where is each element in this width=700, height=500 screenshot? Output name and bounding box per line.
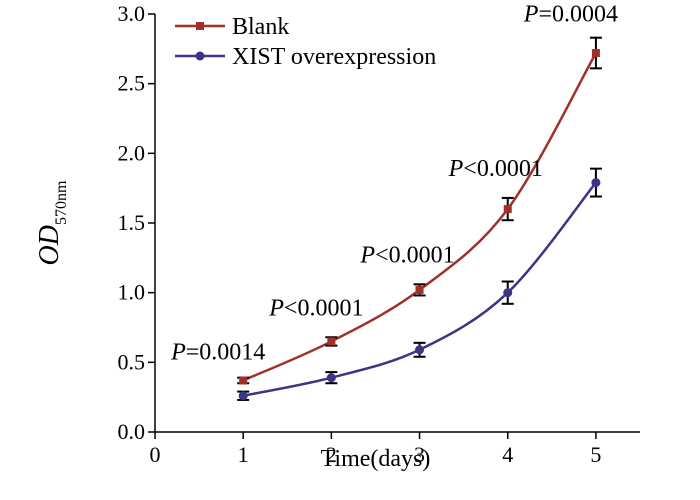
data-point — [326, 373, 336, 383]
data-point — [415, 285, 424, 294]
series-1 — [237, 167, 602, 401]
series-line — [242, 181, 597, 397]
x-tick-label: 1 — [238, 442, 249, 467]
p-value-prefix: P — [523, 2, 539, 28]
series-0 — [237, 36, 602, 385]
y-tick-label: 2.5 — [118, 71, 146, 96]
legend-label: Blank — [232, 14, 289, 40]
p-value-prefix: P — [359, 242, 375, 268]
p-value-label: P<0.0001 — [359, 242, 454, 268]
p-value-label: P=0.0014 — [170, 340, 265, 366]
x-axis-title: Time(days) — [321, 446, 431, 472]
series-layer — [237, 36, 602, 401]
series-line — [242, 52, 597, 382]
p-value-text: <0.0001 — [463, 156, 543, 182]
data-point — [503, 288, 513, 298]
y-tick-label: 3.0 — [118, 1, 146, 26]
data-point — [591, 178, 601, 188]
y-tick-label: 2.0 — [118, 140, 146, 165]
data-point — [327, 337, 336, 346]
p-value-label: P=0.0004 — [523, 2, 618, 28]
y-axis-title: OD570nm — [34, 180, 70, 265]
data-point — [238, 391, 248, 401]
y-tick-label: 0.0 — [118, 419, 146, 444]
legend: Blank XIST overexpression — [175, 14, 436, 70]
y-axis-title-subscript: 570nm — [53, 180, 70, 225]
y-tick-label: 0.5 — [118, 349, 146, 374]
x-tick-label: 4 — [502, 442, 513, 467]
x-tick-label: 5 — [590, 442, 601, 467]
legend-label: XIST overexpression — [232, 44, 436, 70]
p-value-label: P<0.0001 — [268, 295, 363, 321]
data-point — [503, 205, 512, 214]
y-tick-label: 1.5 — [118, 210, 146, 235]
legend-swatch-marker — [195, 51, 205, 61]
p-value-prefix: P — [268, 295, 284, 321]
legend-swatch-marker — [196, 22, 204, 30]
p-value-text: <0.0001 — [284, 295, 364, 321]
p-value-prefix: P — [170, 340, 186, 366]
p-value-text: =0.0004 — [538, 2, 618, 28]
legend-item: Blank — [175, 14, 289, 40]
x-tick-label: 3 — [414, 442, 425, 467]
legend-item: XIST overexpression — [175, 44, 436, 70]
data-point — [591, 49, 600, 58]
data-point — [239, 376, 248, 385]
y-axis-title-main: OD — [34, 225, 65, 265]
axes: 0.0 0.5 1.0 1.5 2.0 2.5 3.0 0 1 2 3 4 5 Time(days) OD5… — [34, 1, 640, 472]
p-value-label: P<0.0001 — [448, 156, 543, 182]
p-value-prefix: P — [448, 156, 464, 182]
data-point — [415, 345, 425, 355]
y-tick-label: 1.0 — [118, 280, 146, 305]
p-value-text: <0.0001 — [375, 242, 455, 268]
p-value-text: =0.0014 — [186, 340, 266, 366]
x-tick-label: 2 — [326, 442, 337, 467]
x-tick-label: 0 — [150, 442, 161, 467]
